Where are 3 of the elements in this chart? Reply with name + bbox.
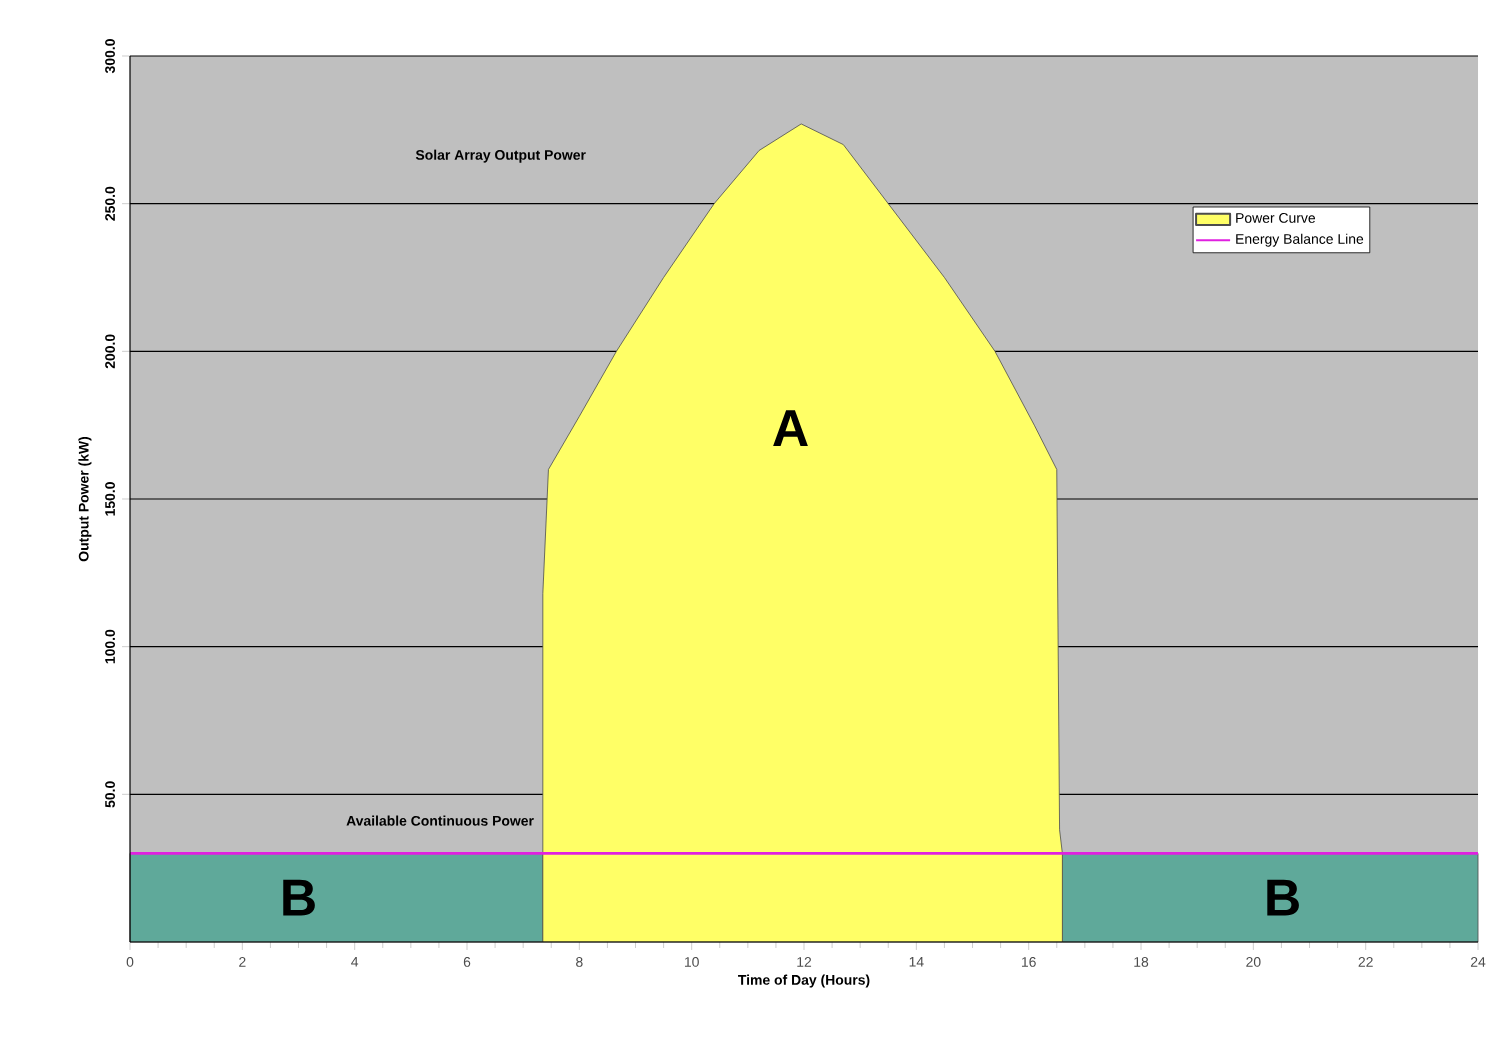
annotation: A: [773, 410, 808, 446]
annotation: B: [1267, 879, 1299, 916]
annotation: B: [283, 879, 315, 916]
